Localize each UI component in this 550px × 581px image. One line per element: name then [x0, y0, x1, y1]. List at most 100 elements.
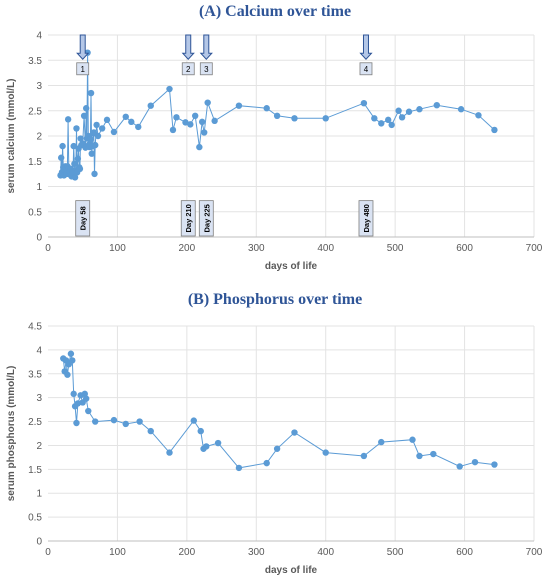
data-point [87, 89, 95, 97]
marker-number-label: 3 [204, 65, 209, 74]
x-tick-label: 200 [179, 547, 196, 558]
data-point [491, 126, 498, 134]
data-point [64, 371, 71, 378]
data-point [82, 105, 90, 112]
y-tick-label: 3 [36, 81, 42, 92]
x-tick-label: 500 [387, 243, 404, 254]
x-tick-label: 300 [248, 547, 265, 558]
data-point [87, 136, 94, 143]
x-tick-label: 400 [317, 243, 334, 254]
data-point [91, 170, 98, 178]
y-tick-label: 2.5 [28, 106, 42, 117]
data-point [110, 416, 118, 424]
series-line [62, 353, 495, 469]
x-tick-label: 300 [248, 243, 265, 254]
marker-day-label: Day 480 [362, 204, 371, 232]
data-point [64, 116, 72, 123]
data-point [235, 464, 243, 472]
data-point [198, 118, 206, 126]
data-point [70, 142, 77, 150]
data-point [110, 128, 118, 136]
data-point [88, 150, 95, 157]
data-point [67, 350, 75, 357]
data-point [491, 461, 498, 468]
y-tick-label: 3.5 [28, 56, 42, 67]
data-point [85, 407, 92, 415]
data-point [378, 438, 385, 446]
y-tick-label: 0.5 [28, 207, 42, 218]
data-point [291, 115, 298, 122]
data-point [80, 112, 88, 120]
y-tick-label: 4 [36, 31, 42, 42]
data-point [147, 102, 154, 109]
data-point [416, 452, 423, 460]
data-point [90, 129, 98, 136]
data-point [360, 452, 368, 460]
y-tick-label: 1.5 [28, 465, 42, 476]
marker-number-box [181, 62, 195, 76]
chart-a-title: (A) Calcium over time [198, 3, 352, 20]
data-point [74, 400, 82, 407]
event-marker-3: 3 Day 225 [198, 34, 214, 237]
data-point [263, 105, 270, 112]
data-point [128, 118, 135, 126]
event-marker-1: 1 Day 58 [75, 34, 91, 237]
data-point [76, 165, 84, 173]
data-point [135, 123, 142, 131]
marker-day-box [358, 200, 374, 237]
data-point [201, 129, 208, 136]
data-point [92, 418, 99, 425]
down-arrow-icon [76, 34, 90, 60]
data-point [457, 106, 465, 113]
y-axis-title: serum calcium (mmol/L) [6, 78, 17, 193]
data-point [136, 418, 143, 425]
y-tick-label: 0 [36, 537, 42, 548]
data-point [395, 107, 402, 114]
x-tick-label: 100 [109, 243, 126, 254]
event-marker-4: 4 Day 480 [358, 34, 374, 237]
data-point [98, 125, 106, 132]
data-point [122, 420, 129, 428]
phosphorus-chart: 0 0.5 1 1.5 2 2.5 3 3.5 4 4.5 0 100 200 300 400 500 600 7… [6, 322, 543, 577]
marker-day-label: Day 225 [202, 204, 211, 232]
x-tick-label: 700 [526, 547, 543, 558]
data-point [122, 113, 129, 121]
x-tick-label: 100 [109, 547, 126, 558]
data-point [433, 101, 440, 109]
y-tick-label: 0.5 [28, 513, 42, 524]
data-point [291, 429, 298, 436]
x-tick-label: 0 [45, 547, 51, 558]
y-tick-label: 2 [36, 132, 42, 143]
data-point [416, 106, 423, 113]
data-point [471, 458, 479, 466]
data-point [388, 121, 395, 129]
data-point [70, 390, 77, 398]
x-tick-label: 0 [45, 243, 51, 254]
marker-day-box [180, 200, 196, 237]
y-tick-label: 3 [36, 393, 42, 404]
data-point [475, 112, 482, 119]
data-point [77, 135, 84, 142]
data-point [405, 108, 413, 115]
down-arrow-icon [199, 34, 213, 60]
data-point [214, 439, 222, 447]
x-axis-title: days of life [265, 261, 318, 272]
marker-number-label: 2 [186, 65, 191, 74]
x-tick-label: 400 [317, 547, 334, 558]
marker-number-label: 4 [364, 65, 369, 74]
down-arrow-icon [181, 34, 195, 60]
data-point [263, 459, 270, 467]
x-tick-label: 700 [526, 243, 543, 254]
data-point [409, 436, 416, 443]
data-point [73, 125, 80, 132]
data-point [147, 427, 154, 435]
data-point [93, 121, 100, 129]
data-point [71, 160, 78, 167]
data-point [59, 142, 66, 150]
data-point [182, 119, 189, 126]
calcium-chart: 0 0.5 1 1.5 2 2.5 3 3.5 4 0 100 200 300 400 500 600 700 d… [6, 31, 543, 273]
x-tick-label: 200 [179, 243, 196, 254]
data-point [166, 449, 173, 456]
data-point [360, 99, 368, 107]
data-point [69, 357, 76, 364]
